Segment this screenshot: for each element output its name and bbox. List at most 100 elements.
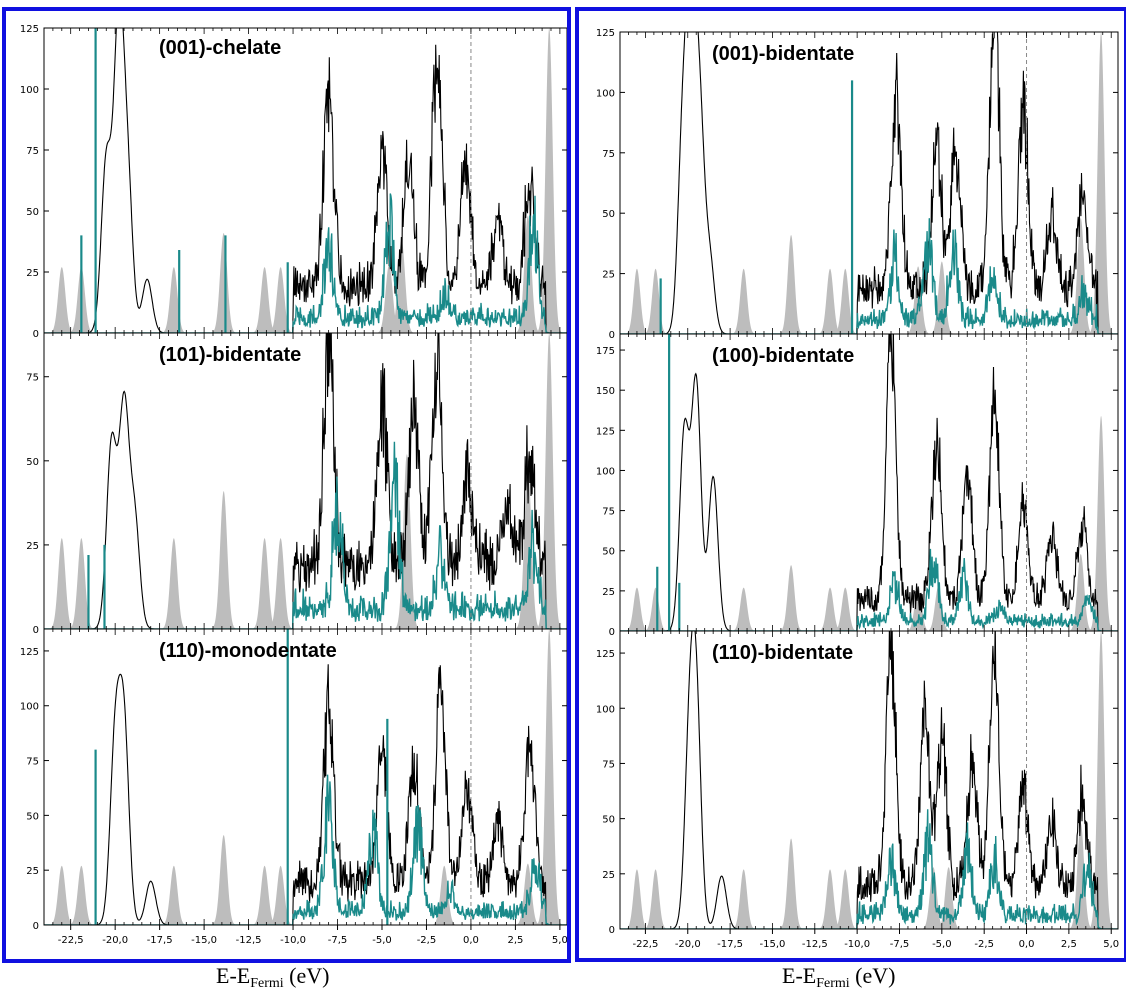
x-tick-label: 0,0 <box>463 935 479 946</box>
shaded-peak-3 <box>211 491 237 629</box>
x-tick-label: -12,5 <box>802 939 828 950</box>
left-figure-frame <box>2 7 571 963</box>
shaded-peak-3 <box>779 565 803 631</box>
y-tick-label: 25 <box>602 870 615 881</box>
plot-area <box>620 631 1118 929</box>
shaded-peak-7 <box>936 867 961 929</box>
shaded-peak-0 <box>49 267 75 333</box>
y-tick-label: 75 <box>602 507 615 518</box>
total-dos-line <box>620 334 1118 631</box>
shaded-peak-7 <box>926 586 951 631</box>
partial-dos-line <box>44 774 567 925</box>
y-tick-label: 100 <box>20 702 39 713</box>
plot-area <box>620 32 1118 334</box>
shaded-peak-5 <box>268 267 294 333</box>
x-tick-label: -20,0 <box>102 935 128 946</box>
x-tick-label: -2,5 <box>974 939 994 950</box>
x-tick-label: -17,5 <box>717 939 743 950</box>
x-tick-label: -22,5 <box>632 939 658 950</box>
x-tick-label: -20,0 <box>675 939 701 950</box>
x-axis-label-right: E-EFermi (eV) <box>782 963 895 990</box>
shaded-peak-2 <box>731 268 756 334</box>
shaded-peak-9 <box>1089 415 1113 631</box>
y-tick-label: 25 <box>602 587 615 598</box>
shaded-peak-8 <box>1068 823 1093 929</box>
y-tick-label: 25 <box>602 270 615 281</box>
panel-r1: 0 25 50 75 100 125 (001)-bidentate <box>596 28 1119 341</box>
shaded-peak-3 <box>779 838 803 929</box>
shaded-peak-5 <box>268 865 294 925</box>
x-tick-label: -10,0 <box>280 935 306 946</box>
y-tick-label: 100 <box>596 704 615 715</box>
shaded-peak-0 <box>625 268 649 334</box>
plot-area <box>44 333 567 629</box>
shaded-peak-8 <box>1068 553 1093 631</box>
x-tick-label: -2,5 <box>417 935 437 946</box>
y-tick-label: 100 <box>596 88 615 99</box>
y-tick-label: 100 <box>20 85 39 96</box>
partial-dos-line <box>620 218 1118 334</box>
partial-dos-line <box>620 548 1118 631</box>
shaded-peak-5 <box>268 538 294 629</box>
x-tick-label: 5,0 <box>552 935 568 946</box>
y-tick-label: 75 <box>26 757 39 768</box>
shaded-peak-2 <box>161 538 187 629</box>
shaded-peak-7 <box>389 240 415 333</box>
y-tick-label: 0 <box>609 627 615 638</box>
total-dos-line <box>620 631 1118 929</box>
x-tick-label: -22,5 <box>58 935 84 946</box>
panel-title: (100)-bidentate <box>712 345 854 367</box>
plot-area <box>44 28 567 333</box>
shaded-peak-6 <box>431 865 457 925</box>
panel-l2: 0 25 50 75 (101)-bidentate <box>26 332 568 636</box>
shaded-peak-6 <box>376 264 402 333</box>
panel-title: (001)-bidentate <box>712 43 854 65</box>
y-tick-label: 0 <box>33 921 39 932</box>
y-tick-label: 25 <box>26 268 39 279</box>
y-tick-label: 75 <box>26 146 39 157</box>
y-tick-label: 100 <box>596 466 615 477</box>
shaded-peak-9 <box>1089 631 1113 929</box>
x-tick-label: -12,5 <box>236 935 262 946</box>
shaded-peak-5 <box>833 869 858 929</box>
y-tick-label: 50 <box>602 547 615 558</box>
panel-l3: 0 25 50 75 100 125 -22,5 -20,0 -17,5 -15,0 -12,5 -1… <box>20 628 568 946</box>
shaded-peak-2 <box>731 587 756 631</box>
shaded-peak-4 <box>818 587 842 631</box>
shaded-peak-3 <box>211 835 237 925</box>
x-tick-label: -5,0 <box>932 939 952 950</box>
y-tick-label: 50 <box>26 811 39 822</box>
shaded-peak-8 <box>536 629 562 925</box>
y-tick-label: 50 <box>26 457 39 468</box>
panel-title: (001)-chelate <box>159 37 281 59</box>
partial-dos-line <box>44 441 567 629</box>
plot-area <box>620 334 1118 631</box>
total-dos-line <box>620 32 1118 334</box>
y-tick-label: 75 <box>602 149 615 160</box>
y-tick-label: 125 <box>596 649 615 660</box>
plot-area <box>44 629 567 925</box>
shaded-peak-3 <box>779 234 803 334</box>
y-tick-label: 0 <box>33 625 39 636</box>
y-tick-label: 75 <box>602 759 615 770</box>
right-figure-frame <box>575 7 1126 962</box>
y-tick-label: 50 <box>602 209 615 220</box>
y-tick-label: 50 <box>602 815 615 826</box>
x-tick-label: 0,0 <box>1019 939 1035 950</box>
x-tick-label: -5,0 <box>372 935 392 946</box>
panel-title: (110)-bidentate <box>712 642 853 664</box>
shaded-peak-1 <box>68 865 94 925</box>
y-tick-label: 150 <box>596 386 615 397</box>
y-tick-label: 125 <box>20 24 39 35</box>
panel-border <box>619 630 1119 930</box>
shaded-peak-0 <box>625 587 649 631</box>
shaded-peak-3 <box>211 232 237 333</box>
panel-l1: 0 25 50 75 100 125 (001)-chelate <box>20 24 568 340</box>
x-tick-label: -7,5 <box>890 939 910 950</box>
shaded-peak-1 <box>643 869 668 929</box>
shaded-peak-4 <box>252 865 278 925</box>
shaded-peak-2 <box>731 869 756 929</box>
shaded-peak-7 <box>929 261 954 334</box>
x-tick-label: -15,0 <box>191 935 217 946</box>
